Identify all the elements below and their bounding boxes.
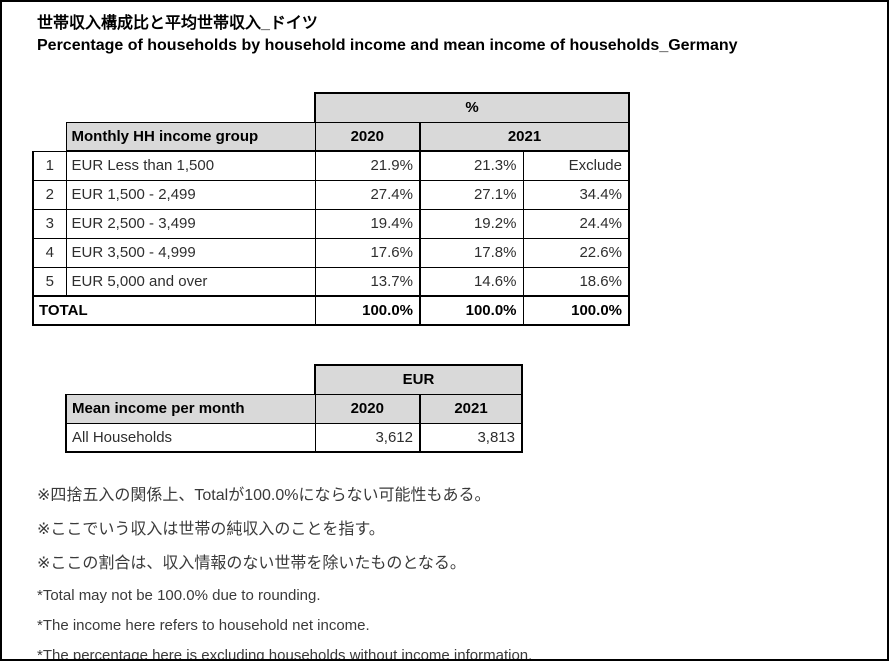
footnotes-block: ※四捨五入の関係上、Totalが100.0%にならない可能性もある。 ※ここでい… — [37, 479, 533, 661]
income-group-cell: EUR Less than 1,500 — [65, 150, 316, 181]
footnote-en-rounding: *Total may not be 100.0% due to rounding… — [37, 587, 321, 604]
table-row: 1 EUR Less than 1,500 21.9% 21.3% Exclud… — [32, 150, 630, 181]
unit-header-row: % — [33, 92, 630, 123]
mean-2020-cell: 3,612 — [314, 422, 421, 453]
value-2021-cell: 17.8% — [419, 237, 524, 268]
value-2020-cell: 19.4% — [314, 208, 421, 239]
table-row: 4 EUR 3,500 - 4,999 17.6% 17.8% 22.6% — [32, 237, 630, 268]
footnote-en-net-income: *The income here refers to household net… — [37, 617, 370, 634]
page-title-japanese: 世帯収入構成比と平均世帯収入_ドイツ — [37, 15, 318, 32]
total-row: TOTAL 100.0% 100.0% 100.0% — [32, 295, 630, 326]
page-title-english: Percentage of households by household in… — [37, 37, 738, 54]
footnote-ja-excluding: ※ここの割合は、収入情報のない世帯を除いたものとなる。 — [37, 555, 466, 572]
value-2020-cell: 21.9% — [314, 150, 421, 181]
value-2021-cell: 21.3% — [419, 150, 524, 181]
row-number-cell: 1 — [32, 150, 67, 181]
table-row: 2 EUR 1,500 - 2,499 27.4% 27.1% 34.4% — [32, 179, 630, 210]
table-row: All Households 3,612 3,813 — [65, 422, 523, 453]
income-distribution-table: % Monthly HH income group 2020 2021 1 EU… — [32, 92, 630, 326]
value-2021-cell: 19.2% — [419, 208, 524, 239]
row-number-cell: 3 — [32, 208, 67, 239]
income-group-cell: EUR 2,500 - 3,499 — [65, 208, 316, 239]
column-header-2020: 2020 — [314, 393, 421, 424]
mean-2021-cell: 3,813 — [419, 422, 523, 453]
unit-header-eur: EUR — [314, 364, 523, 395]
value-2020-cell: 17.6% — [314, 237, 421, 268]
mean-income-label-cell: All Households — [65, 422, 316, 453]
value-2020-cell: 13.7% — [314, 266, 421, 297]
spacer-cell — [66, 365, 315, 394]
column-header-mean-income: Mean income per month — [65, 393, 316, 424]
value-2020-cell: 27.4% — [314, 179, 421, 210]
column-header-2020: 2020 — [314, 121, 421, 152]
total-2021b-cell: 100.0% — [522, 295, 630, 326]
row-number-cell: 5 — [32, 266, 67, 297]
spacer-cell — [33, 122, 66, 151]
total-label-cell: TOTAL — [32, 295, 316, 326]
column-header-2021: 2021 — [419, 121, 630, 152]
column-header-2021: 2021 — [419, 393, 523, 424]
footnote-en-excluding: *The percentage here is excluding househ… — [37, 647, 533, 661]
unit-header-percent: % — [314, 92, 630, 123]
mean-income-table: EUR Mean income per month 2020 2021 All … — [65, 364, 523, 453]
value-2021b-cell: 18.6% — [522, 266, 630, 297]
footnote-ja-rounding: ※四捨五入の関係上、Totalが100.0%にならない可能性もある。 — [37, 487, 491, 504]
column-header-row: Monthly HH income group 2020 2021 — [33, 121, 630, 152]
income-group-cell: EUR 1,500 - 2,499 — [65, 179, 316, 210]
income-group-cell: EUR 5,000 and over — [65, 266, 316, 297]
table-row: 3 EUR 2,500 - 3,499 19.4% 19.2% 24.4% — [32, 208, 630, 239]
footnote-ja-net-income: ※ここでいう収入は世帯の純収入のことを指す。 — [37, 521, 385, 538]
value-2021b-cell: 22.6% — [522, 237, 630, 268]
total-2021-cell: 100.0% — [419, 295, 524, 326]
total-2020-cell: 100.0% — [314, 295, 421, 326]
table-row: 5 EUR 5,000 and over 13.7% 14.6% 18.6% — [32, 266, 630, 297]
column-header-group: Monthly HH income group — [65, 121, 316, 152]
income-group-cell: EUR 3,500 - 4,999 — [65, 237, 316, 268]
value-2021b-cell: 34.4% — [522, 179, 630, 210]
value-2021-cell: 27.1% — [419, 179, 524, 210]
row-number-cell: 2 — [32, 179, 67, 210]
row-number-cell: 4 — [32, 237, 67, 268]
column-header-row: Mean income per month 2020 2021 — [65, 393, 523, 424]
value-2021b-cell: 24.4% — [522, 208, 630, 239]
value-2021-cell: 14.6% — [419, 266, 524, 297]
spacer-cell — [33, 93, 315, 122]
unit-header-row: EUR — [66, 364, 523, 395]
value-2021b-cell: Exclude — [522, 150, 630, 181]
